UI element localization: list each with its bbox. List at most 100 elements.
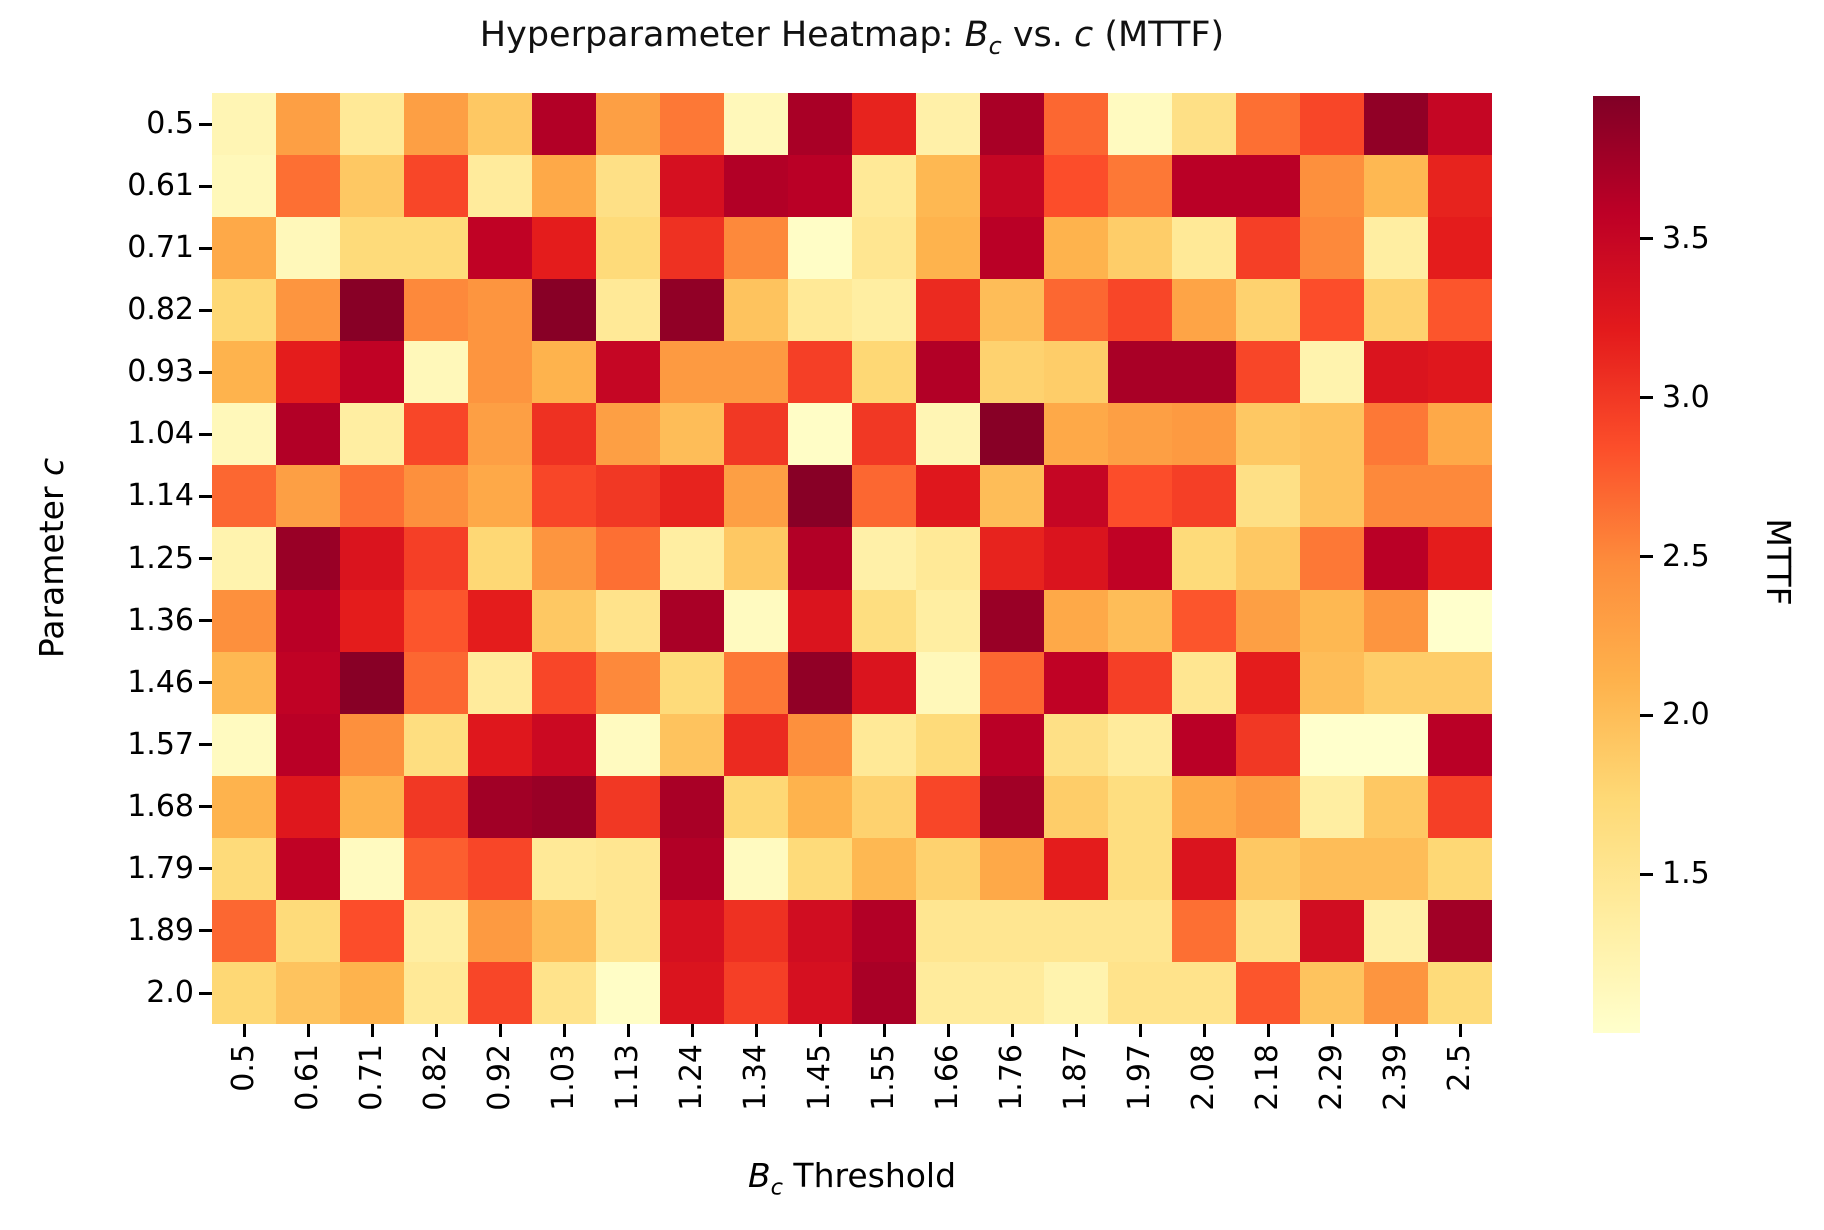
heatmap-cell (980, 775, 1044, 838)
heatmap-cell (532, 589, 596, 652)
heatmap-cell (404, 341, 468, 404)
heatmap-cell (340, 93, 404, 156)
heatmap-cell (724, 403, 788, 466)
heatmap-cell (340, 837, 404, 900)
heatmap-cell (1172, 961, 1236, 1024)
heatmap-cell (916, 465, 980, 528)
heatmap-cell (916, 899, 980, 962)
colorbar-gradient (1593, 96, 1640, 1033)
x-tickmark (1330, 1024, 1334, 1037)
heatmap-cell (276, 651, 340, 714)
heatmap-cell (660, 279, 724, 342)
heatmap-cell (1236, 961, 1300, 1024)
heatmap-cell (340, 465, 404, 528)
heatmap-cell (276, 775, 340, 838)
heatmap-cell (468, 713, 532, 776)
heatmap-cell (340, 527, 404, 590)
x-tickmark (1202, 1024, 1206, 1037)
heatmap-cell (916, 837, 980, 900)
heatmap-cell (1300, 341, 1364, 404)
title-text-mid: vs. (1001, 15, 1075, 55)
heatmap-cell (1428, 899, 1492, 962)
heatmap-cell (1108, 837, 1172, 900)
heatmap-cell (724, 527, 788, 590)
heatmap-cell (1044, 93, 1108, 156)
heatmap-cell (1108, 961, 1172, 1024)
heatmap-cell (980, 155, 1044, 218)
heatmap-cell (916, 279, 980, 342)
heatmap-cell (1364, 279, 1428, 342)
heatmap-cell (1172, 93, 1236, 156)
x-tick-label: 1.13 (610, 1044, 645, 1111)
x-tick-label: 1.45 (802, 1044, 837, 1111)
heatmap-cell (1108, 217, 1172, 280)
heatmap-cell (1172, 155, 1236, 218)
heatmap-cell (916, 155, 980, 218)
y-tick-label: 1.79 (127, 850, 194, 886)
y-tick-label: 1.36 (127, 602, 194, 638)
heatmap-cell (1108, 651, 1172, 714)
x-tickmark (306, 1024, 310, 1037)
colorbar-tickmark (1640, 713, 1653, 717)
heatmap-cell (852, 589, 916, 652)
heatmap-cell (276, 961, 340, 1024)
heatmap-cell (340, 341, 404, 404)
heatmap-cell (1428, 961, 1492, 1024)
heatmap-cell (916, 527, 980, 590)
heatmap-cell (660, 465, 724, 528)
heatmap-cell (1300, 403, 1364, 466)
heatmap-cell (340, 775, 404, 838)
y-tickmark (199, 805, 212, 809)
title-var-c: c (1074, 15, 1094, 55)
heatmap-cell (1364, 155, 1428, 218)
heatmap-cell (1172, 403, 1236, 466)
heatmap-cell (660, 961, 724, 1024)
heatmap-cell (596, 713, 660, 776)
x-tickmark (882, 1024, 886, 1037)
heatmap-cell (596, 93, 660, 156)
heatmap-cell (468, 651, 532, 714)
x-axis-label-text: Threshold (782, 1156, 957, 1195)
heatmap-cell (980, 465, 1044, 528)
heatmap-cell (788, 527, 852, 590)
heatmap-cell (532, 775, 596, 838)
heatmap-cell (1108, 155, 1172, 218)
heatmap-cell (1044, 961, 1108, 1024)
heatmap-cell (468, 279, 532, 342)
heatmap-cell (788, 651, 852, 714)
heatmap-cell (212, 775, 276, 838)
heatmap-cell (1172, 589, 1236, 652)
heatmap-cell (852, 837, 916, 900)
heatmap-cell (1044, 589, 1108, 652)
heatmap-cell (1300, 217, 1364, 280)
heatmap-cell (660, 527, 724, 590)
heatmap-cell (1044, 775, 1108, 838)
heatmap-cell (788, 279, 852, 342)
colorbar-tick-label: 1.5 (1662, 856, 1710, 892)
heatmap-cell (980, 837, 1044, 900)
heatmap-cell (916, 651, 980, 714)
heatmap-cell (1236, 775, 1300, 838)
heatmap-cell (1108, 279, 1172, 342)
heatmap-cell (532, 279, 596, 342)
y-tickmark (199, 494, 212, 498)
heatmap-cell (468, 589, 532, 652)
heatmap-cell (468, 899, 532, 962)
heatmap-cell (724, 279, 788, 342)
heatmap-cell (980, 93, 1044, 156)
heatmap-plot-area (212, 93, 1492, 1024)
x-tickmark (754, 1024, 758, 1037)
heatmap-cell (660, 651, 724, 714)
heatmap-cell (212, 961, 276, 1024)
y-tick-label: 1.57 (127, 726, 194, 762)
heatmap-cell (340, 899, 404, 962)
heatmap-cell (212, 279, 276, 342)
heatmap-cell (1172, 651, 1236, 714)
heatmap-cell (1364, 217, 1428, 280)
heatmap-cell (1108, 341, 1172, 404)
heatmap-cell (980, 713, 1044, 776)
heatmap-cell (1364, 403, 1428, 466)
heatmap-cell (404, 775, 468, 838)
x-tick-label: 2.29 (1314, 1044, 1349, 1111)
chart-title: Hyperparameter Heatmap: Bc vs. c (MTTF) (212, 12, 1492, 69)
